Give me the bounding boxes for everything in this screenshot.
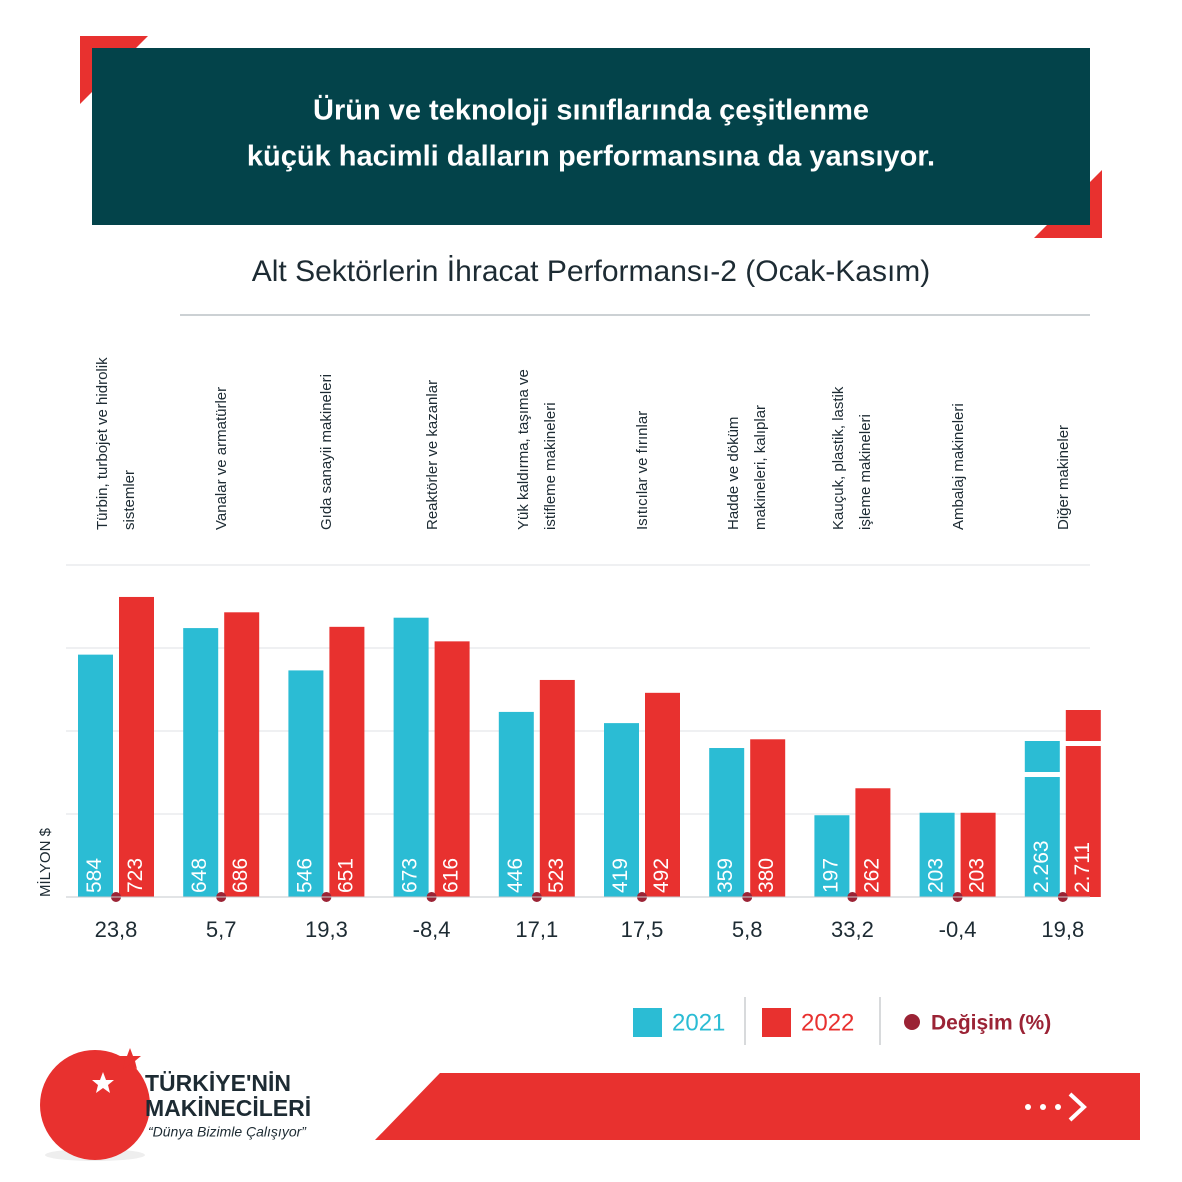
value-label: 203 <box>925 858 948 893</box>
bar <box>645 692 680 897</box>
legend-dot <box>904 1014 920 1030</box>
bar <box>78 654 113 897</box>
chevron[interactable] <box>1068 1092 1087 1122</box>
bar <box>1024 741 1060 897</box>
value-label: 648 <box>188 858 211 893</box>
value-label: 616 <box>440 858 463 893</box>
value-label: 203 <box>966 858 989 893</box>
value-label: 673 <box>399 858 422 893</box>
value-label: 546 <box>293 858 316 893</box>
legend-label: 2021 <box>672 1009 725 1036</box>
value-label: 419 <box>609 858 632 893</box>
category-label: Isıtıcılar ve fırınlar <box>633 410 651 530</box>
value-label: 723 <box>124 858 147 893</box>
dot <box>1040 1104 1046 1110</box>
value-label: 686 <box>229 858 252 893</box>
bar <box>329 626 365 897</box>
header-line: küçük hacimli dalların performansına da … <box>247 141 935 173</box>
logo-star <box>119 1048 141 1069</box>
change-label: 33,2 <box>831 917 874 942</box>
change-label: -0,4 <box>939 917 977 942</box>
value-label: 262 <box>860 858 883 893</box>
value-label: 446 <box>504 858 527 893</box>
legend-swatch <box>762 1008 791 1037</box>
y-axis-label: MİLYON $ <box>36 827 54 897</box>
category-label: Türbin, turbojet ve hidrolik sistemler <box>94 357 138 530</box>
slogan: “Dünya Bizimle Çalışıyor” <box>148 1124 307 1140</box>
bar <box>814 815 850 897</box>
change-label: 17,5 <box>621 917 664 942</box>
category-label: Kauçuk, plastik, lastik işleme makineler… <box>830 386 875 530</box>
change-label: -8,4 <box>413 917 451 942</box>
header-box <box>92 48 1090 225</box>
value-label: 584 <box>83 858 106 893</box>
dot <box>1025 1104 1031 1110</box>
bar <box>604 723 639 897</box>
value-label: 523 <box>545 858 568 893</box>
category-label: Yük kaldırma, taşıma ve istifleme makine… <box>514 369 559 530</box>
brand-line: MAKİNECİLERİ <box>145 1095 311 1121</box>
footer-band <box>375 1073 1140 1140</box>
bar <box>919 812 955 897</box>
category-label: Ambalaj makineleri <box>949 403 967 530</box>
bar <box>119 596 154 897</box>
bar <box>393 617 429 897</box>
value-label: 197 <box>819 858 842 893</box>
value-label: 492 <box>650 858 673 893</box>
brand-line: TÜRKİYE'NİN <box>145 1070 291 1096</box>
legend-swatch <box>633 1008 662 1037</box>
legend-label: 2022 <box>801 1009 854 1036</box>
change-label: 19,8 <box>1041 917 1084 942</box>
bar <box>434 641 470 897</box>
plot: 584 723 23,8 648 686 5,7 546 651 19,3 673 616 -8,4 4… <box>66 564 1102 942</box>
value-label: 359 <box>714 858 737 893</box>
bar <box>224 612 260 897</box>
bar <box>539 679 575 897</box>
legend: 2021 2022 Değişim (%) <box>633 1008 1051 1037</box>
change-label: 19,3 <box>305 917 348 942</box>
change-label: 5,8 <box>732 917 763 942</box>
header-line: Ürün ve teknoloji sınıflarında çeşitlenm… <box>313 94 869 127</box>
bar <box>183 628 219 897</box>
chart-title: Alt Sektörlerin İhracat Performansı-2 (O… <box>252 255 931 288</box>
value-label: 380 <box>755 858 778 893</box>
category-label: Gıda sanayii makineleri <box>317 374 335 530</box>
bar <box>960 812 996 897</box>
logo-star <box>92 1072 114 1093</box>
bar <box>750 739 786 897</box>
value-label: 2.711 <box>1071 842 1094 893</box>
dot <box>1055 1104 1061 1110</box>
change-label: 23,8 <box>95 917 138 942</box>
logo-circle <box>40 1050 150 1160</box>
category-label: Vanalar ve armatürler <box>212 386 230 530</box>
axis-break <box>1064 741 1102 746</box>
category-label: Diğer makineler <box>1054 424 1072 530</box>
axis-break <box>1023 772 1061 777</box>
value-label: 651 <box>334 858 357 893</box>
change-label: 17,1 <box>515 917 558 942</box>
bar <box>498 711 534 897</box>
bar <box>855 788 891 897</box>
change-label: 5,7 <box>206 917 237 942</box>
bar <box>288 670 324 897</box>
value-label: 2.263 <box>1030 840 1053 893</box>
bar <box>709 748 745 897</box>
category-label: Reaktörler ve kazanlar <box>423 379 441 530</box>
category-label: Hadde ve döküm makineleri, kalıplar <box>725 404 770 530</box>
legend-label: Değişim (%) <box>931 1012 1051 1035</box>
